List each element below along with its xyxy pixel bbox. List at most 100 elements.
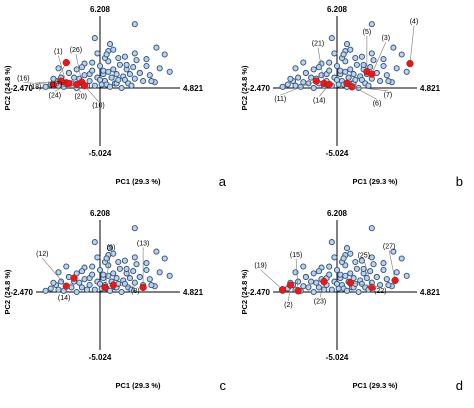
annotation-leader-line (42, 258, 67, 287)
point-annotation-label: (24) (49, 92, 61, 99)
sample-point (91, 239, 98, 246)
x-axis-title: PC1 (29.3 %) (352, 381, 398, 390)
sample-point (153, 44, 160, 51)
annotation-leader-line (75, 54, 83, 83)
sample-point (315, 284, 322, 291)
sample-point (91, 286, 98, 293)
sample-point (352, 76, 359, 83)
highlighted-point (325, 80, 333, 89)
x-min-tick-label: -2.470 (247, 84, 270, 93)
sample-point (131, 279, 138, 286)
sample-point (337, 67, 344, 74)
sample-point (380, 266, 387, 274)
x-max-tick-label: 4.821 (420, 84, 441, 93)
sample-point (113, 275, 120, 282)
highlighted-point (294, 287, 302, 295)
sample-point (50, 279, 57, 286)
sample-point (91, 82, 98, 89)
highlighted-point (62, 282, 70, 290)
sample-point (318, 72, 325, 79)
point-annotation-label: (20) (74, 94, 86, 101)
sample-point (55, 286, 62, 293)
point-annotation-label: (13) (137, 240, 149, 247)
sample-point (81, 72, 88, 79)
sample-point (326, 271, 333, 278)
sample-point (156, 269, 163, 276)
sample-point (131, 75, 138, 82)
sample-point (331, 50, 338, 57)
sample-point (96, 62, 104, 70)
sample-point (393, 269, 400, 276)
sample-point (326, 263, 333, 270)
sample-point (358, 257, 365, 264)
point-annotation-label: (11) (274, 96, 286, 103)
panel-label: d (456, 378, 463, 393)
sample-point (106, 245, 114, 252)
point-annotation-label: (7) (384, 92, 393, 99)
sample-point (106, 287, 114, 294)
sample-point (370, 57, 377, 64)
pca-panel-d: 6.208 -5.024 -2.470 4.821 PC1 (29.3 %) PC2 (2… (240, 209, 463, 393)
sample-point (113, 71, 120, 78)
sample-point (345, 74, 352, 81)
x-axis-title: PC1 (29.3 %) (115, 381, 161, 390)
sample-point (126, 71, 133, 78)
highlighted-point (65, 79, 73, 88)
sample-point (105, 68, 112, 75)
point-annotation-label: (5) (363, 29, 372, 36)
sample-point (86, 281, 93, 289)
point-annotation-label: (2) (284, 302, 293, 309)
sample-point (110, 46, 117, 53)
sample-point (383, 276, 390, 283)
sample-point (121, 53, 128, 60)
x-min-tick-label: -2.470 (247, 288, 270, 297)
annotation-leader-line (260, 269, 283, 290)
sample-point (295, 278, 302, 285)
sample-point (328, 286, 335, 293)
sample-point (347, 250, 354, 257)
sample-point (358, 53, 365, 60)
sample-point (153, 248, 160, 255)
sample-point (116, 265, 123, 272)
sample-point (110, 66, 117, 73)
x-max-tick-label: 4.821 (183, 288, 204, 297)
sample-point (110, 250, 117, 257)
sample-point (347, 66, 354, 73)
sample-point (42, 287, 49, 294)
sample-point (130, 268, 137, 275)
sample-point (347, 270, 354, 277)
point-annotation-label: (27) (383, 243, 395, 250)
sample-point (156, 65, 163, 72)
annotation-leader-line (35, 80, 62, 84)
highlighted-point (343, 79, 351, 88)
sample-point (143, 62, 150, 70)
pca-panel-b: 6.208 -5.024 -2.470 4.821 PC1 (29.3 %) PC2 (2… (240, 5, 463, 189)
sample-point (42, 83, 49, 90)
y-axis-title: PC2 (24.8 %) (240, 65, 249, 111)
sample-point (130, 64, 137, 71)
sample-point (143, 56, 150, 63)
highlighted-point (391, 276, 399, 285)
sample-point (55, 65, 62, 72)
pca-panel-c: 6.208 -5.024 -2.470 4.821 PC1 (29.3 %) PC2 (2… (3, 209, 227, 393)
sample-point (342, 68, 349, 75)
highlighted-point (62, 58, 70, 67)
sample-point (390, 248, 397, 255)
sample-point (328, 239, 335, 246)
point-annotation-label: (3) (382, 35, 391, 42)
annotation-leader-line (23, 82, 54, 85)
sample-point (103, 255, 110, 262)
y-min-tick-label: -5.024 (89, 149, 112, 158)
sample-point (100, 67, 107, 74)
sample-point (352, 258, 359, 266)
sample-point (115, 54, 122, 62)
sample-point (360, 265, 367, 272)
sample-point (100, 271, 107, 278)
sample-point (315, 268, 322, 275)
sample-point (368, 225, 375, 232)
sample-point (380, 62, 387, 70)
sample-point (78, 284, 85, 291)
point-annotation-label: (4) (410, 19, 419, 26)
sample-point (106, 41, 114, 48)
y-axis-title: PC2 (24.8 %) (3, 269, 12, 315)
